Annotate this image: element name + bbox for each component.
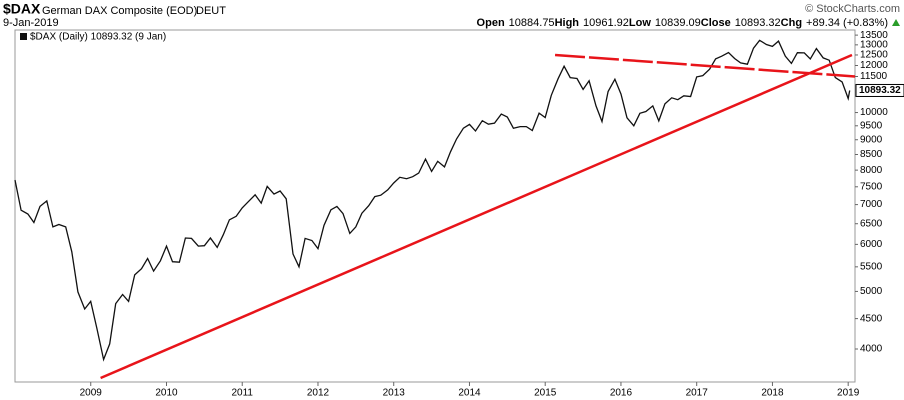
x-tick-label: 2015 (534, 388, 557, 399)
x-tick-label: 2012 (307, 388, 330, 399)
chart-title: German DAX Composite (EOD) (42, 5, 197, 17)
y-tick-label: 8000 (860, 165, 883, 176)
plot-frame (14, 29, 856, 383)
y-tick-label: 9000 (860, 134, 883, 145)
x-tick-label: 2019 (837, 388, 860, 399)
y-tick-label: 10000 (860, 107, 888, 118)
price-tag: 10893.32 (859, 85, 901, 96)
y-tick-label: 4000 (860, 344, 883, 355)
price-tag-box (855, 83, 904, 97)
credit: © StockCharts.com (805, 3, 900, 15)
quote-value: 10839.09 (655, 17, 701, 29)
x-tick-label: 2013 (383, 388, 406, 399)
y-tick-label: 7000 (860, 199, 883, 210)
y-tick-label: 11500 (860, 71, 888, 82)
quote-label: Low (629, 17, 651, 29)
quote-value: 10884.75 (509, 17, 555, 29)
x-tick-label: 2017 (686, 388, 709, 399)
y-tick-label: 12500 (860, 50, 888, 61)
y-tick-label: 12000 (860, 60, 888, 71)
quote-label: High (555, 17, 580, 29)
quote-value: 10893.32 (735, 17, 781, 29)
y-tick-label: 9500 (860, 120, 883, 131)
trendline (100, 53, 853, 380)
x-tick-label: 2014 (458, 388, 481, 399)
y-tick-label: 6500 (860, 218, 883, 229)
up-arrow (892, 19, 900, 26)
quote: Open 10884.75High 10961.92Low 10839.09Close… (477, 17, 888, 29)
price-line (14, 39, 851, 362)
y-tick-label: 5000 (860, 286, 883, 297)
x-tick-label: 2018 (761, 388, 784, 399)
date: 9-Jan-2019 (3, 17, 59, 29)
y-tick-label: 8500 (860, 149, 883, 160)
quote-label: Chg (781, 17, 802, 29)
quote-label: Open (477, 17, 505, 29)
y-tick-label: 13500 (860, 30, 888, 41)
y-tick-label: 13000 (860, 39, 888, 50)
trendline (554, 53, 856, 78)
quote-text: Open 10884.75High 10961.92Low 10839.09Close… (477, 17, 888, 29)
symbol: $DAX (3, 1, 41, 17)
quote-value: +89.34 (+0.83%) (806, 17, 888, 29)
legend-swatch (20, 33, 27, 40)
quote-value: 10961.92 (583, 17, 629, 29)
y-tick-label: 4500 (860, 313, 883, 324)
x-tick-label: 2010 (155, 388, 178, 399)
x-tick-label: 2009 (80, 388, 103, 399)
x-tick-label: 2011 (231, 388, 253, 399)
quote-label: Close (701, 17, 731, 29)
y-tick-label: 7500 (860, 181, 883, 192)
x-tick-label: 2016 (610, 388, 633, 399)
legend: $DAX (Daily) 10893.32 (9 Jan) (30, 32, 166, 43)
y-tick-label: 5500 (860, 261, 883, 272)
exchange: DEUT (196, 5, 226, 17)
y-tick-label: 6000 (860, 239, 883, 250)
